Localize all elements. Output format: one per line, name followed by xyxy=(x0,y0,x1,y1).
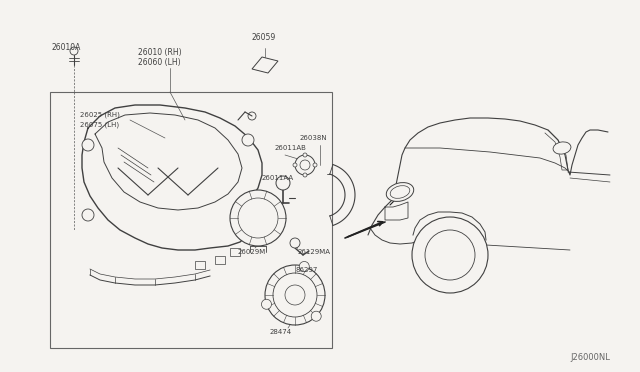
Text: 26060 (LH): 26060 (LH) xyxy=(138,58,180,67)
Circle shape xyxy=(285,285,305,305)
Circle shape xyxy=(290,238,300,248)
Text: 26011AB: 26011AB xyxy=(275,145,307,151)
Circle shape xyxy=(276,176,290,190)
Circle shape xyxy=(265,265,325,325)
Text: 26129MA: 26129MA xyxy=(298,249,331,255)
Bar xyxy=(50,92,332,348)
Text: 26010A: 26010A xyxy=(52,42,81,51)
Circle shape xyxy=(313,163,317,167)
Circle shape xyxy=(303,173,307,177)
Circle shape xyxy=(82,209,94,221)
Text: 26029M: 26029M xyxy=(238,249,266,255)
Circle shape xyxy=(295,155,315,175)
Circle shape xyxy=(311,311,321,321)
Bar xyxy=(230,248,240,256)
Circle shape xyxy=(242,134,254,146)
Text: 26010 (RH): 26010 (RH) xyxy=(138,48,182,57)
Circle shape xyxy=(238,198,278,238)
Circle shape xyxy=(273,273,317,317)
Text: J26000NL: J26000NL xyxy=(570,353,610,362)
Circle shape xyxy=(300,262,309,272)
Polygon shape xyxy=(252,57,278,73)
Ellipse shape xyxy=(387,183,413,201)
Circle shape xyxy=(230,190,286,246)
Text: 26038N: 26038N xyxy=(300,135,328,141)
Text: 86297: 86297 xyxy=(296,267,318,273)
Circle shape xyxy=(412,217,488,293)
Text: 28474: 28474 xyxy=(270,329,292,335)
Circle shape xyxy=(303,153,307,157)
Circle shape xyxy=(262,299,271,309)
Ellipse shape xyxy=(390,186,410,198)
Circle shape xyxy=(425,230,475,280)
Bar xyxy=(195,261,205,269)
Ellipse shape xyxy=(553,142,571,154)
Bar xyxy=(215,256,225,264)
Circle shape xyxy=(300,160,310,170)
Text: 26075 (LH): 26075 (LH) xyxy=(80,122,119,128)
Text: 26025 (RH): 26025 (RH) xyxy=(80,112,120,118)
Text: 26059: 26059 xyxy=(252,33,276,42)
Circle shape xyxy=(70,47,78,55)
Text: 26011AA: 26011AA xyxy=(262,175,294,181)
Circle shape xyxy=(82,139,94,151)
Circle shape xyxy=(293,163,297,167)
